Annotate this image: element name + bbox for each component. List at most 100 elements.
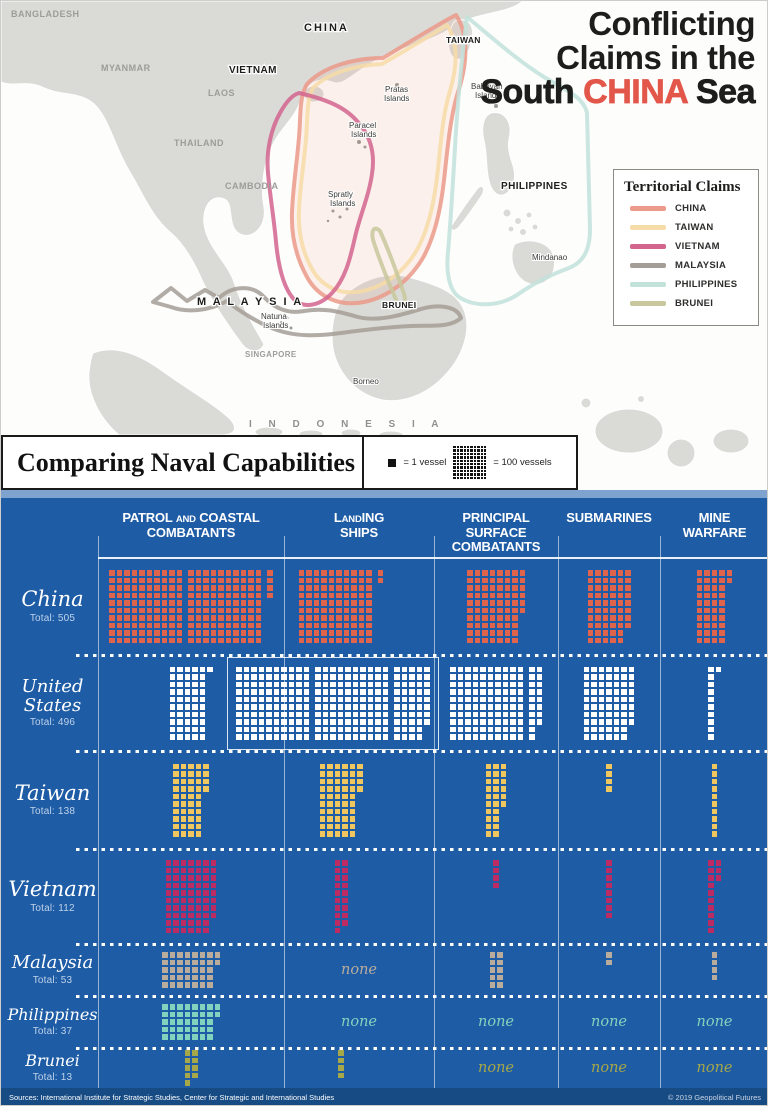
vessel-grid (606, 763, 612, 837)
map-label: Islands (263, 321, 288, 330)
cell-malaysia-0 (98, 952, 284, 988)
legend-title: Territorial Claims (624, 179, 741, 195)
footer-bar: Sources: International Institute for Str… (1, 1088, 767, 1105)
land-sumatra (88, 349, 236, 436)
map-label: CAMBODIA (225, 181, 279, 191)
vessel-grid (319, 763, 363, 837)
map-label: Islands (475, 91, 500, 100)
cell-taiwan-3 (558, 763, 660, 837)
none-label: none (341, 962, 377, 978)
vessel-grid (165, 860, 217, 933)
legend-item-brunei: BRUNEI (630, 298, 748, 309)
cell-china-0 (98, 570, 284, 643)
map-label: CHINA (304, 22, 349, 34)
vessel-grid (450, 666, 542, 740)
naval-comparison-table: PATROL AND COASTAL COMBATANTS LANDING SHIPS… (1, 498, 767, 1088)
row-total: Total: 496 (29, 716, 76, 728)
us-landing-outline-box (227, 656, 439, 750)
cell-vietnam-1 (284, 860, 434, 933)
legend-item-philippines: PHILIPPINES (630, 279, 748, 290)
land-luzon (482, 112, 516, 196)
row-total: Total: 13 (32, 1071, 73, 1083)
map-label: Islands (330, 199, 355, 208)
table-row-brunei: Brunei Total: 13 none none none (1, 1048, 767, 1088)
cell-malaysia-2 (434, 952, 558, 988)
legend-item-vietnam: VIETNAM (630, 241, 748, 252)
none-label: none (591, 1060, 627, 1076)
row-total: Total: 112 (30, 902, 75, 914)
cell-united-states-2 (434, 666, 558, 740)
column-header-3: SUBMARINES (566, 510, 652, 525)
claim-line-taiwan (296, 23, 458, 295)
row-name: Malaysia (11, 952, 94, 974)
map-label: Islands (351, 130, 376, 139)
row-name: Vietnam (8, 877, 97, 902)
land-sulawesi (594, 408, 664, 454)
row-total: Total: 505 (29, 612, 76, 624)
copyright-text: © 2019 Geopolitical Futures (667, 1093, 761, 1102)
cell-vietnam-0 (98, 860, 284, 933)
legend-label: BRUNEI (675, 298, 714, 309)
vessel-grid (338, 1050, 344, 1086)
column-divider (660, 536, 661, 1088)
legend-swatch-vietnam (630, 244, 666, 249)
vessel-grid (169, 666, 213, 740)
naval-header-title: Comparing Naval Capabilities (17, 447, 356, 477)
sources-text: Sources: International Institute for Str… (9, 1093, 335, 1102)
claim-line-brunei (370, 226, 407, 308)
map-label: SINGAPORE (245, 350, 297, 359)
row-name: Brunei (25, 1051, 80, 1071)
column-header-1: LANDING SHIPS (333, 510, 385, 540)
cell-brunei-0 (98, 1050, 284, 1086)
table-row-malaysia: Malaysia Total: 53 none (1, 944, 767, 998)
row-label-philippines: Philippines Total: 37 (1, 1005, 98, 1037)
none-label: none (478, 1060, 514, 1076)
vessel-grid (583, 666, 635, 740)
cell-united-states-1 (227, 656, 439, 750)
cell-vietnam-3 (558, 860, 660, 933)
header-spacer (1, 498, 98, 511)
cell-malaysia-4 (660, 952, 767, 988)
claim-line-philippines (445, 15, 592, 307)
cell-united-states-3 (558, 666, 660, 740)
column-divider (98, 536, 99, 1088)
cell-united-states-4 (660, 666, 767, 740)
legend-item-taiwan: TAIWAN (630, 222, 748, 233)
row-name: Philippines (7, 1005, 98, 1025)
cell-united-states-0 (98, 666, 284, 740)
cell-brunei-2: none (434, 1060, 558, 1076)
column-header-4: MINE WARFARE (682, 510, 747, 540)
cell-taiwan-4 (660, 763, 767, 837)
legend-swatch-philippines (630, 282, 666, 287)
map-label: BRUNEI (382, 300, 416, 310)
territorial-claims-legend: Territorial Claims CHINA TAIWAN VIETNAM MAL… (613, 169, 759, 326)
vessel-grid (485, 763, 507, 837)
table-row-vietnam: Vietnam Total: 112 (1, 849, 767, 946)
map-label: MYANMAR (101, 63, 151, 73)
title-china-red: CHINA (583, 72, 688, 111)
row-name: United States (21, 676, 84, 716)
row-label-united-states: United States Total: 496 (1, 676, 98, 728)
map-label: THAILAND (174, 138, 224, 148)
land-mainland-asia (1, 1, 524, 352)
cell-china-1 (284, 570, 434, 643)
row-total: Total: 53 (32, 974, 73, 986)
legend-swatch-brunei (630, 301, 666, 306)
header-underline (98, 557, 767, 559)
vessel-grid (708, 666, 721, 740)
column-divider (558, 536, 559, 1088)
column-header-0: PATROL AND COASTAL COMBATANTS (122, 510, 260, 540)
page-title: Conflicting Claims in the South CHINA Se… (480, 7, 756, 111)
vessel-grid (334, 860, 348, 933)
row-label-brunei: Brunei Total: 13 (1, 1051, 98, 1083)
naval-capabilities-header: Comparing Naval Capabilities = 1 vessel … (1, 435, 578, 490)
vessel-grid (489, 952, 503, 988)
table-header-row: PATROL AND COASTAL COMBATANTS LANDING SHIPS… (1, 498, 767, 558)
vessel-grid (173, 763, 209, 837)
map-label: LAOS (208, 88, 235, 98)
table-body: China Total: 505 United States Total: 496 Tai… (1, 558, 767, 1088)
vessel-grid (606, 860, 612, 933)
table-row-united-states: United States Total: 496 (1, 655, 767, 753)
claim-line-china (289, 13, 468, 306)
